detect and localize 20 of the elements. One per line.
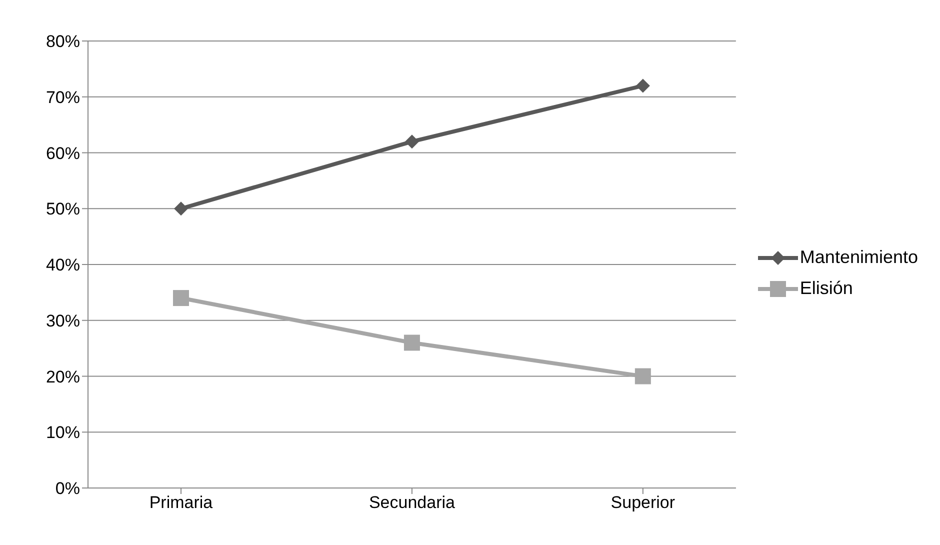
y-tick-label: 70%: [46, 88, 80, 107]
y-tick-label: 10%: [46, 423, 80, 442]
point: [173, 290, 189, 306]
y-tick-label: 60%: [46, 144, 80, 163]
y-tick-label: 30%: [46, 311, 80, 330]
y-tick-label: 50%: [46, 200, 80, 219]
y-tick-label: 0%: [55, 479, 80, 498]
point: [404, 334, 420, 351]
x-tick-label: Primaria: [149, 493, 214, 512]
legend-label: Elisión: [800, 278, 853, 299]
point: [636, 78, 650, 93]
y-tick-label: 40%: [46, 256, 80, 275]
x-tick-label: Superior: [610, 493, 676, 512]
x-tick-label: Secundaria: [368, 493, 456, 512]
y-tick-label: 20%: [46, 367, 80, 386]
point: [404, 134, 419, 149]
legend-label: Mantenimiento: [800, 247, 918, 268]
point: [174, 202, 188, 216]
y-tick-label: 80%: [46, 32, 80, 52]
point: [634, 368, 651, 384]
